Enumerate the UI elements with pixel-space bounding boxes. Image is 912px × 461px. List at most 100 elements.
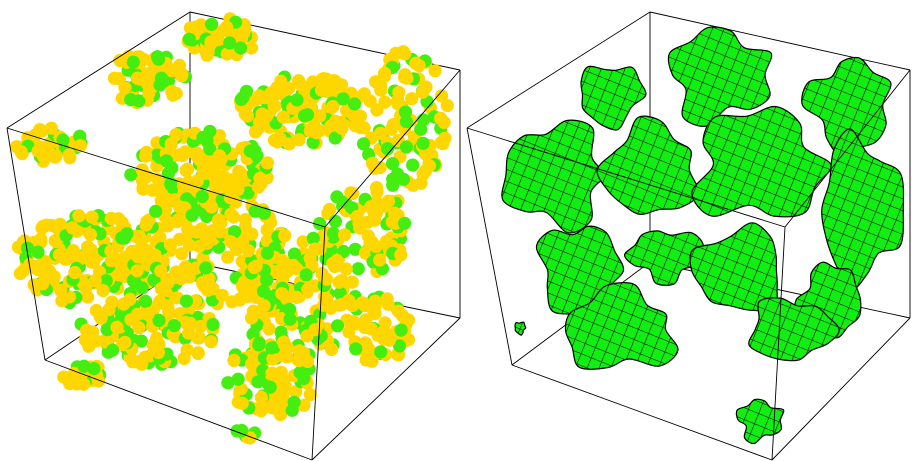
isosurface-blob xyxy=(667,26,773,127)
particle-sphere xyxy=(215,174,229,188)
particle-sphere xyxy=(380,292,394,306)
particle-sphere xyxy=(180,162,195,176)
particle-sphere xyxy=(173,200,187,214)
particle-sphere xyxy=(270,135,285,149)
particle-sphere xyxy=(297,371,311,386)
particle-sphere xyxy=(78,333,92,347)
particle-sphere xyxy=(419,147,433,161)
particle-sphere xyxy=(36,219,50,233)
particle-sphere xyxy=(27,278,41,292)
particle-sphere xyxy=(154,264,168,278)
particle-sphere xyxy=(325,342,339,357)
particle-sphere xyxy=(204,35,218,49)
particle-sphere xyxy=(154,282,168,296)
particle-sphere xyxy=(265,86,279,101)
particle-sphere xyxy=(265,401,279,415)
particle-sphere xyxy=(183,21,197,35)
particle-sphere xyxy=(357,137,371,151)
particle-sphere xyxy=(228,238,242,252)
isosurface-blob xyxy=(624,230,705,286)
particle-sphere xyxy=(251,375,265,389)
particle-sphere xyxy=(96,284,110,298)
particle-sphere xyxy=(77,377,91,391)
particle-sphere xyxy=(57,370,71,384)
particle-sphere xyxy=(398,105,413,119)
particle-sphere xyxy=(327,74,342,88)
particle-sphere xyxy=(13,266,27,281)
particle-sphere xyxy=(159,154,174,168)
particle-sphere xyxy=(234,41,248,55)
particle-sphere xyxy=(435,89,449,103)
particle-sphere xyxy=(422,159,436,173)
isosurface-blob xyxy=(501,119,605,234)
particle-sphere xyxy=(139,149,153,163)
particle-sphere xyxy=(406,158,420,172)
particle-sphere xyxy=(428,64,442,78)
particle-sphere xyxy=(241,186,255,200)
particle-sphere xyxy=(300,108,315,122)
particle-sphere xyxy=(124,313,138,327)
particle-sphere xyxy=(149,204,163,218)
particle-sphere xyxy=(14,145,28,159)
particle-sphere xyxy=(357,296,371,310)
particle-sphere xyxy=(180,343,194,357)
particle-sphere xyxy=(104,254,119,268)
particle-sphere xyxy=(317,298,331,312)
particle-sphere xyxy=(342,325,356,339)
particle-sphere xyxy=(104,211,118,226)
particle-sphere xyxy=(260,109,274,123)
particle-sphere xyxy=(328,131,342,145)
particle-sphere xyxy=(130,264,144,278)
particle-sphere xyxy=(183,316,197,330)
particle-sphere xyxy=(31,144,45,158)
particle-sphere xyxy=(292,133,306,147)
left-cube-front-edges xyxy=(6,11,461,461)
particle-sphere xyxy=(308,323,322,337)
particle-sphere xyxy=(36,260,50,274)
particle-sphere xyxy=(192,239,206,253)
particle-sphere xyxy=(351,262,365,276)
particle-sphere xyxy=(85,255,99,269)
particle-sphere xyxy=(115,231,129,245)
particle-sphere xyxy=(189,261,203,275)
isosurface-blob xyxy=(564,282,679,370)
particle-sphere xyxy=(212,149,227,163)
particle-sphere xyxy=(141,307,155,321)
particle-sphere xyxy=(345,275,359,289)
particle-sphere xyxy=(234,92,248,106)
particle-sphere xyxy=(94,311,108,325)
particle-sphere xyxy=(257,299,271,313)
particle-sphere xyxy=(171,213,185,227)
particle-sphere xyxy=(147,273,161,287)
particle-sphere xyxy=(204,335,218,349)
particle-sphere xyxy=(364,200,378,214)
particle-sphere xyxy=(313,217,327,231)
particle-sphere xyxy=(310,126,324,140)
particle-sphere xyxy=(285,403,299,417)
particle-sphere xyxy=(215,288,229,302)
particle-sphere xyxy=(260,156,274,170)
particle-sphere xyxy=(257,206,271,220)
particle-sphere xyxy=(374,126,388,140)
particle-sphere xyxy=(150,50,165,64)
particle-sphere xyxy=(278,229,292,243)
particle-sphere xyxy=(31,245,45,259)
particle-sphere xyxy=(244,41,259,55)
particle-sphere xyxy=(104,244,118,258)
right-isosurface-blobs xyxy=(501,26,905,445)
particle-sphere xyxy=(115,216,129,230)
particle-sphere xyxy=(276,110,290,124)
particle-sphere xyxy=(260,246,274,260)
particle-sphere xyxy=(330,190,344,204)
particle-sphere xyxy=(352,216,366,230)
particle-sphere xyxy=(238,213,252,227)
particle-sphere xyxy=(359,313,373,327)
particle-sphere xyxy=(378,95,392,109)
particle-sphere xyxy=(330,253,344,268)
isosurface-blob xyxy=(580,65,647,131)
particle-sphere xyxy=(440,98,454,113)
particle-sphere xyxy=(197,154,211,168)
particle-sphere xyxy=(292,74,306,88)
